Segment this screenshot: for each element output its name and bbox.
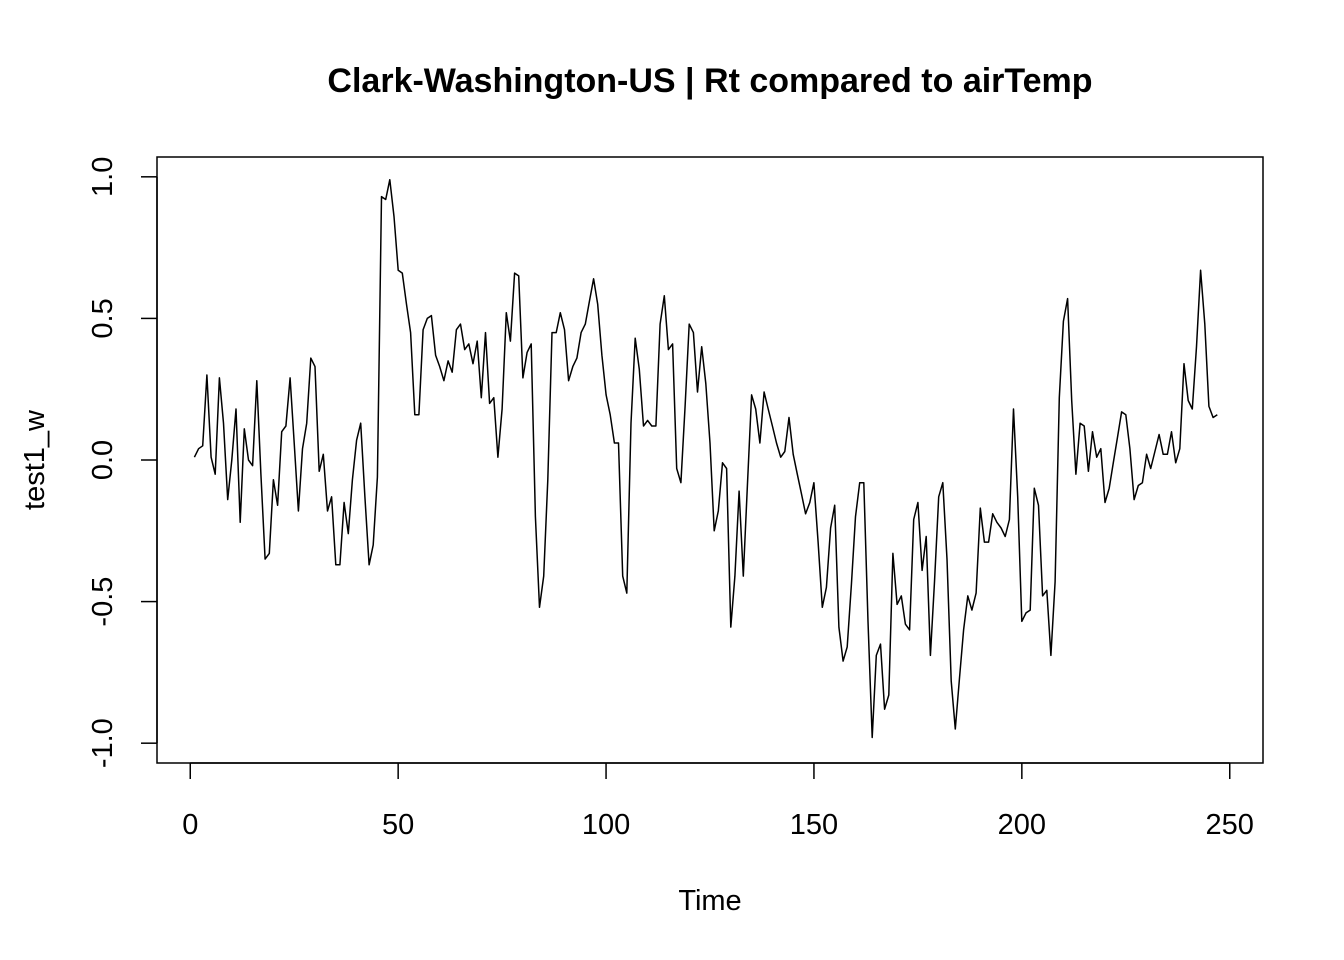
x-tick-label: 150 <box>790 809 838 841</box>
x-axis-label: Time <box>678 885 741 917</box>
y-axis-label: test1_w <box>19 409 51 510</box>
x-axis: 0 50 100 150 200 250 <box>182 762 1254 841</box>
x-tick-label: 100 <box>582 809 630 841</box>
y-tick-label: 0.0 <box>87 440 119 480</box>
x-tick-label: 200 <box>998 809 1046 841</box>
y-tick-label: 1.0 <box>87 157 119 197</box>
x-tick-label: 250 <box>1206 809 1254 841</box>
y-tick-label: 0.5 <box>87 298 119 338</box>
x-tick-label: 0 <box>182 809 198 841</box>
y-axis: -1.0 -0.5 0.0 0.5 1.0 <box>87 157 158 768</box>
y-tick-label: -0.5 <box>87 577 119 627</box>
chart-title: Clark-Washington-US | Rt compared to air… <box>327 62 1092 100</box>
plot-frame <box>156 156 1264 764</box>
series-line <box>193 178 1218 739</box>
x-tick-label: 50 <box>382 809 414 841</box>
y-tick-label: -1.0 <box>87 718 119 768</box>
